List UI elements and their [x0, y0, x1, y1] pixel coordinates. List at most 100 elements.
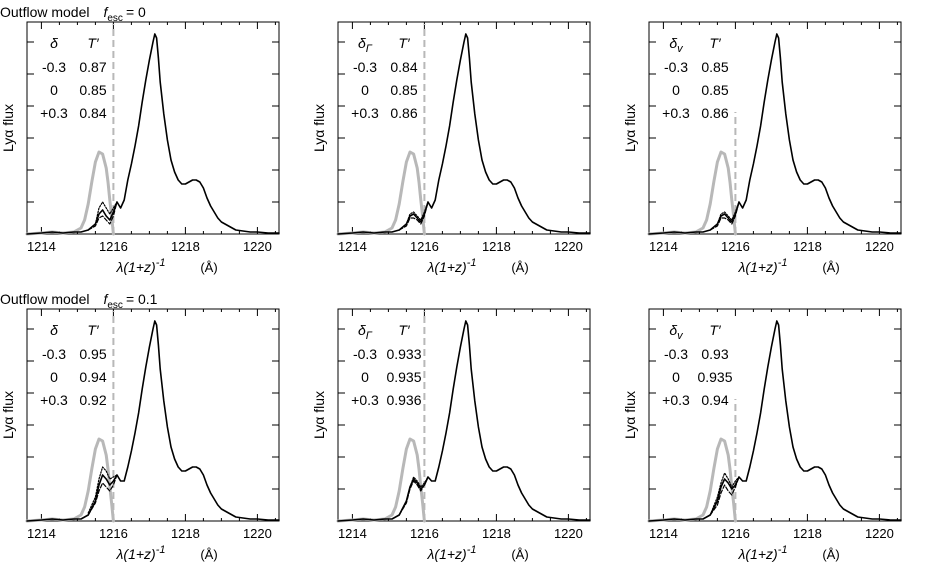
- x-tick-label: 1216: [410, 239, 439, 254]
- table-delta-value: -0.3: [42, 59, 66, 75]
- x-axis-label-main: λ(1+z): [116, 259, 156, 275]
- x-axis-label-main: λ(1+z): [116, 546, 156, 562]
- x-tick-label: 1220: [243, 526, 272, 541]
- x-axis-unit: (Å): [511, 547, 528, 562]
- plot-frame: [337, 21, 591, 235]
- x-tick-label: 1214: [338, 526, 367, 541]
- y-axis-label: Lyα flux: [0, 104, 16, 152]
- x-tick-label: 1218: [793, 526, 822, 541]
- table-param-header: δv: [669, 322, 684, 342]
- table-t-value: 0.85: [701, 82, 728, 98]
- table-param-symbol: δ: [669, 322, 677, 338]
- x-tick-label: 1214: [27, 526, 56, 541]
- x-axis-label: λ(1+z)-1: [116, 544, 166, 562]
- table-t-value: 0.86: [701, 105, 728, 121]
- table-t-value: 0.84: [390, 59, 417, 75]
- series-line-3: [87, 474, 118, 516]
- series-line-1: [648, 320, 902, 522]
- row-title-1-f: f: [103, 291, 109, 307]
- table-t-value: 0.92: [79, 392, 106, 408]
- table-t-value: 0.935: [386, 369, 421, 385]
- x-axis-unit: (Å): [511, 260, 528, 275]
- x-axis-label-exp: -1: [156, 544, 166, 556]
- table-param-symbol: δ: [358, 35, 366, 51]
- row-title-0-sub: esc: [107, 13, 123, 24]
- x-tick-label: 1218: [793, 239, 822, 254]
- x-tick-label: 1216: [721, 526, 750, 541]
- y-axis-label: Lyα flux: [622, 104, 638, 152]
- table-delta-value: 0: [672, 82, 680, 98]
- x-axis-unit: (Å): [200, 260, 217, 275]
- table-t-header: T′: [87, 322, 100, 338]
- x-axis-label-main: λ(1+z): [738, 546, 778, 562]
- table-delta-value: +0.3: [662, 105, 690, 121]
- table-param-header: δΓ: [358, 35, 373, 55]
- x-tick-label: 1220: [243, 239, 272, 254]
- series-line-1: [26, 33, 280, 235]
- series-line-2: [87, 466, 118, 514]
- table-t-header: T′: [709, 322, 722, 338]
- x-tick-label: 1216: [410, 526, 439, 541]
- panel-0: 1214 1216 1218 1220 δ T′ -0.3 0.87 0 0.85 +0.3 0.84…: [0, 21, 280, 275]
- table-param-symbol: δ: [669, 35, 677, 51]
- table-t-header: T′: [709, 35, 722, 51]
- row-title-1-sub: esc: [107, 300, 123, 311]
- x-axis-label-main: λ(1+z): [427, 259, 467, 275]
- panel-1: 1214 1216 1218 1220 δΓ T′ -0.3 0.84 0 0.85 +0.3 0.8…: [311, 21, 591, 275]
- table-delta-value: -0.3: [353, 346, 377, 362]
- x-tick-label: 1218: [171, 526, 200, 541]
- table-delta-value: -0.3: [664, 59, 688, 75]
- row-title-0: Outflow model fesc = 0: [0, 4, 146, 24]
- plot-frame: [26, 308, 280, 522]
- row-title-1-val: = 0.1: [126, 291, 158, 307]
- x-tick-label: 1214: [649, 239, 678, 254]
- x-axis-label-exp: -1: [778, 544, 788, 556]
- x-tick-label: 1220: [554, 239, 583, 254]
- table-delta-value: -0.3: [353, 59, 377, 75]
- series-line-1: [26, 320, 280, 522]
- table-delta-value: 0: [361, 369, 369, 385]
- table-param-header: δΓ: [358, 322, 373, 342]
- x-tick-label: 1220: [554, 526, 583, 541]
- x-tick-label: 1216: [99, 239, 128, 254]
- x-tick-label: 1216: [99, 526, 128, 541]
- table-param-header: δ: [50, 322, 58, 338]
- panels: 1214 1216 1218 1220 δ T′ -0.3 0.87 0 0.85 +0.3 0.84…: [0, 21, 902, 562]
- row-title-1: Outflow model fesc = 0.1: [0, 291, 158, 311]
- panel-4: 1214 1216 1218 1220 δΓ T′ -0.3 0.933 0 0.935 +0.3 0…: [311, 308, 591, 562]
- series-line-1: [337, 33, 591, 235]
- table-param-subscript: v: [677, 43, 684, 55]
- series-line-2: [87, 201, 118, 231]
- y-axis-label: Lyα flux: [311, 391, 327, 439]
- series-line-2: [709, 472, 740, 516]
- table-delta-value: +0.3: [40, 105, 68, 121]
- plot-frame: [648, 21, 902, 235]
- series-line-3: [709, 201, 740, 231]
- series-line-1: [648, 33, 902, 235]
- x-tick-label: 1220: [865, 239, 894, 254]
- row-title-0-val: = 0: [126, 4, 146, 20]
- table-param-header: δ: [50, 35, 58, 51]
- row-title-1-model: Outflow model: [0, 291, 89, 307]
- series-line-0: [336, 150, 426, 236]
- table-delta-value: -0.3: [42, 346, 66, 362]
- table-delta-value: 0: [50, 82, 58, 98]
- table-t-header: T′: [398, 35, 411, 51]
- y-axis-label: Lyα flux: [311, 104, 327, 152]
- x-axis-unit: (Å): [822, 547, 839, 562]
- table-t-header: T′: [87, 35, 100, 51]
- x-axis-label: λ(1+z)-1: [738, 257, 788, 275]
- table-delta-value: +0.3: [40, 392, 68, 408]
- x-tick-label: 1218: [171, 239, 200, 254]
- table-t-value: 0.935: [697, 369, 732, 385]
- panel-5: 1214 1216 1218 1220 δv T′ -0.3 0.93 0 0.935 +0.3 0.…: [622, 308, 902, 562]
- table-t-value: 0.84: [79, 105, 106, 121]
- plot-frame: [648, 308, 902, 522]
- row-title-0-f: f: [103, 4, 109, 20]
- table-param-symbol: δ: [50, 35, 58, 51]
- x-axis-label-exp: -1: [467, 544, 477, 556]
- x-axis-label: λ(1+z)-1: [427, 544, 477, 562]
- x-axis-unit: (Å): [822, 260, 839, 275]
- table-t-value: 0.936: [386, 392, 421, 408]
